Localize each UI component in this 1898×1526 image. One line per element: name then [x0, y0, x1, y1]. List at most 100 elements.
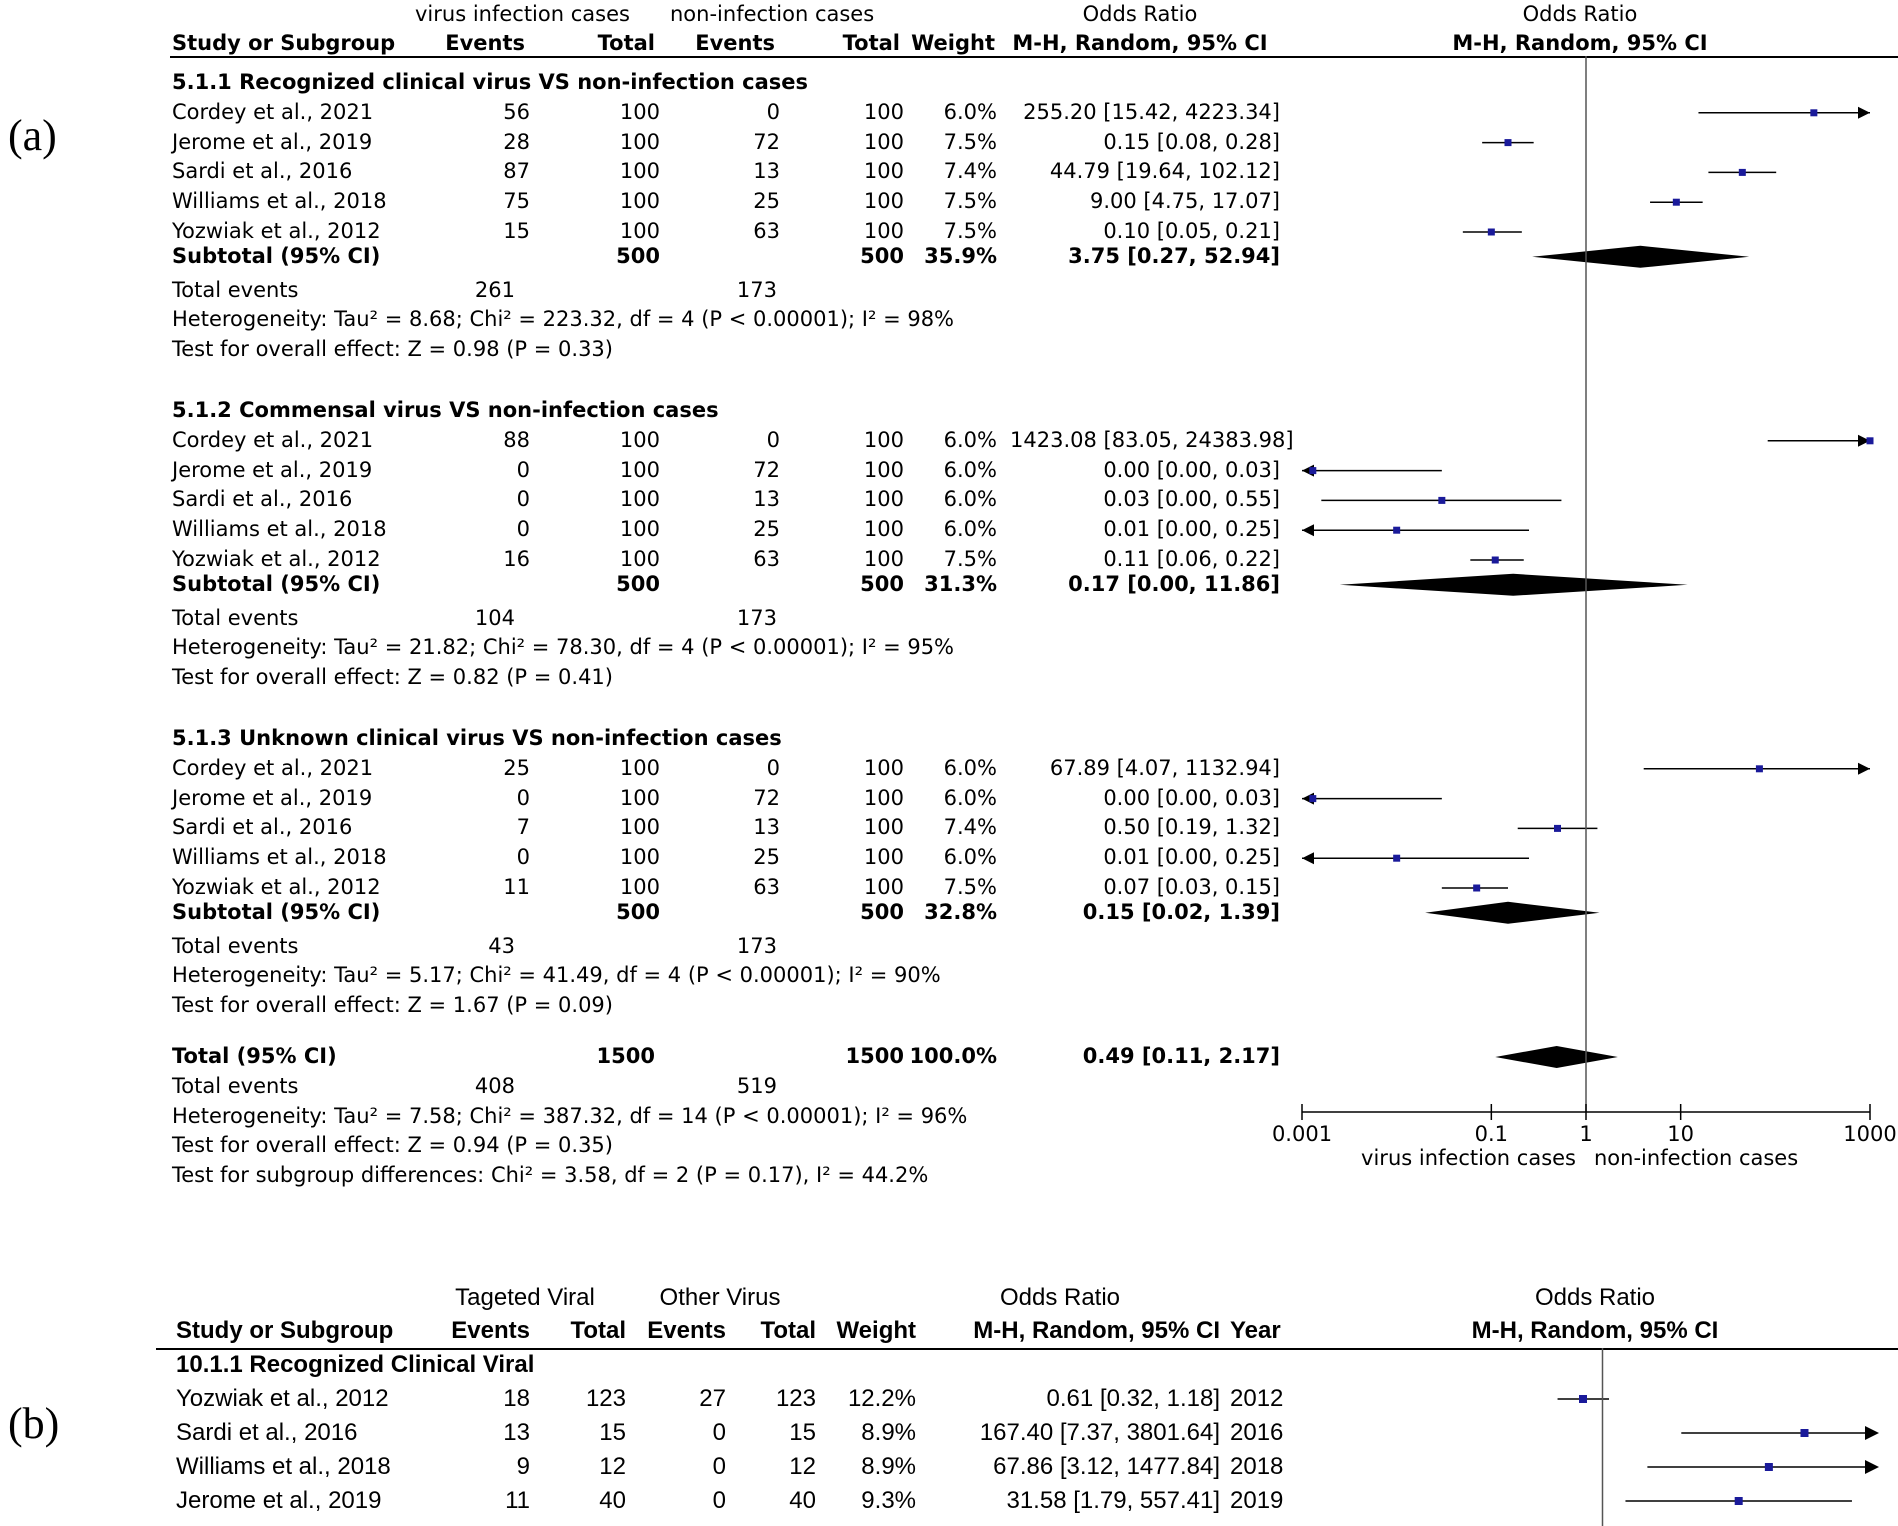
weight: 6.0% — [943, 457, 997, 482]
total-1: 100 — [619, 815, 660, 840]
weight: 7.5% — [943, 547, 997, 571]
events-2: 63 — [753, 219, 780, 243]
plot-area-a — [1301, 56, 1874, 1120]
or-ci-text: 31.58 [1.79, 557.41] — [1006, 1487, 1220, 1514]
or-title-b: Odds Ratio — [999, 1284, 1121, 1311]
events-1: 16 — [503, 547, 530, 571]
subgroup-title: 5.1.1 Recognized clinical virus VS non-i… — [172, 70, 808, 94]
total-1: 100 — [619, 845, 660, 870]
events-2: 0 — [766, 755, 780, 780]
events1-header: Events — [445, 31, 525, 55]
study-name: Cordey et al., 2021 — [172, 99, 374, 124]
plot-title-b: Odds Ratio — [1534, 1284, 1656, 1311]
weight-header-b: Weight — [836, 1317, 916, 1344]
weight: 12.2% — [847, 1385, 916, 1412]
panel-b-label: (b) — [8, 1399, 60, 1448]
study-1-0-right-arrow — [1858, 434, 1870, 447]
study-2-0-right-arrow — [1858, 762, 1870, 775]
overall-effect-text: Test for overall effect: Z = 0.98 (P = 0… — [172, 337, 613, 362]
events-2: 72 — [753, 129, 780, 154]
events-1: 11 — [505, 1487, 530, 1514]
plot-method-header: M-H, Random, 95% CI — [1452, 31, 1708, 55]
total-1: 100 — [619, 99, 660, 124]
study-name: Jerome et al., 2019 — [172, 785, 373, 810]
total-weight: 100.0% — [909, 1044, 997, 1068]
study-b-0-point — [1579, 1395, 1588, 1403]
total-2: 100 — [863, 785, 904, 810]
total-events-2: 173 — [736, 605, 777, 630]
study-1-0-point — [1866, 437, 1874, 445]
group2-header-b: Other Virus — [659, 1284, 781, 1311]
events2-header-b: Events — [647, 1317, 726, 1344]
total-1: 100 — [619, 875, 660, 899]
study-b-2-point — [1764, 1463, 1773, 1471]
total-1: 15 — [599, 1419, 626, 1446]
events-1: 13 — [503, 1419, 530, 1446]
weight: 7.4% — [943, 815, 997, 840]
events-2: 0 — [766, 99, 780, 124]
weight: 6.0% — [943, 517, 997, 542]
total-1: 100 — [619, 487, 660, 512]
total-1: 100 — [619, 755, 660, 780]
events-1: 11 — [503, 875, 530, 899]
or-ci-text: 67.89 [4.07, 1132.94] — [1049, 755, 1280, 780]
study-name: Yozwiak et al., 2012 — [172, 219, 381, 243]
total-events-2: 519 — [736, 1073, 777, 1098]
subgroup-title: 5.1.3 Unknown clinical virus VS non-infe… — [172, 726, 782, 750]
study-2-0-point — [1755, 765, 1763, 773]
x-tick-label: 10 — [1667, 1122, 1695, 1146]
study-b-1-right-arrow — [1865, 1426, 1879, 1440]
plot-area-b — [1557, 1348, 1879, 1526]
subtotal-weight: 35.9% — [924, 243, 997, 268]
total-total-1: 1500 — [596, 1044, 655, 1068]
total-1: 100 — [619, 189, 660, 214]
panel-a-label: (a) — [8, 111, 57, 160]
events-2: 0 — [766, 427, 780, 452]
header-rule-b — [156, 1348, 1898, 1350]
study-2-3-point — [1393, 854, 1401, 862]
subgroup-title: 10.1.1 Recognized Clinical Viral — [176, 1351, 535, 1378]
weight: 6.0% — [943, 845, 997, 870]
forest-plot-b: Tageted Viral Other Virus Odds Ratio Odd… — [0, 1260, 1898, 1526]
study-0-1-point — [1504, 139, 1512, 147]
total-events-1: 104 — [474, 605, 515, 630]
events-2: 0 — [712, 1453, 726, 1480]
study-name: Sardi et al., 2016 — [176, 1419, 358, 1446]
study-2-2-point — [1554, 824, 1562, 832]
or-ci-text: 0.10 [0.05, 0.21] — [1103, 219, 1280, 243]
events-1: 25 — [503, 755, 530, 780]
study-column-header-b: Study or Subgroup — [176, 1317, 394, 1344]
study-name: Jerome et al., 2019 — [172, 129, 373, 154]
total-1: 100 — [619, 427, 660, 452]
subtotal-diamond-1 — [1339, 573, 1688, 596]
weight: 6.0% — [943, 487, 997, 512]
total-2: 100 — [863, 219, 904, 243]
events-1: 0 — [516, 785, 530, 810]
year: 2012 — [1230, 1385, 1284, 1412]
or-ci-text: 167.40 [7.37, 3801.64] — [979, 1419, 1220, 1446]
subtotal-total-1: 500 — [616, 571, 660, 596]
events-2: 63 — [753, 875, 780, 899]
study-name: Yozwiak et al., 2012 — [172, 875, 381, 899]
events-2: 0 — [712, 1487, 726, 1514]
study-0-0-right-arrow — [1858, 106, 1870, 119]
events-1: 18 — [503, 1385, 530, 1412]
study-name: Williams et al., 2018 — [172, 189, 387, 214]
total-events-1: 408 — [474, 1073, 515, 1098]
study-1-3-point — [1393, 526, 1401, 534]
or-ci-text: 0.00 [0.00, 0.03] — [1103, 457, 1280, 482]
total-total-2: 1500 — [845, 1044, 904, 1068]
subgroup-differences-text: Test for subgroup differences: Chi² = 3.… — [172, 1163, 929, 1188]
study-name: Jerome et al., 2019 — [172, 457, 373, 482]
total-1: 100 — [619, 159, 660, 184]
weight-header: Weight — [911, 31, 995, 55]
total-events-label: Total events — [172, 1073, 299, 1098]
subgroup-title: 5.1.2 Commensal virus VS non-infection c… — [172, 398, 719, 422]
or-ci-text: 67.86 [3.12, 1477.84] — [993, 1453, 1220, 1480]
or-ci-text: 0.15 [0.08, 0.28] — [1103, 129, 1280, 154]
weight: 7.5% — [943, 875, 997, 899]
x-tick-label: 1000 — [1843, 1122, 1897, 1146]
total-1: 100 — [619, 457, 660, 482]
subtotal-ci-text: 0.15 [0.02, 1.39] — [1082, 899, 1280, 924]
weight: 9.3% — [861, 1487, 916, 1514]
